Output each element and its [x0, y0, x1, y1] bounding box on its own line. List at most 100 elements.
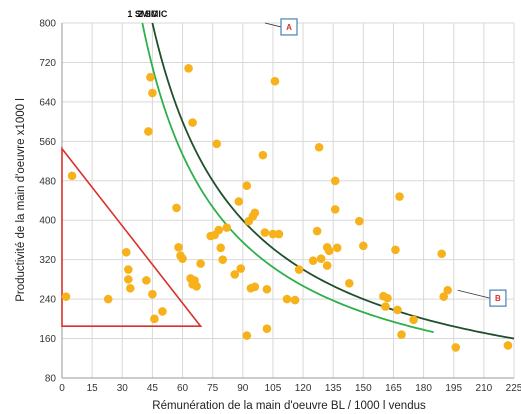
y-tick-label: 640 — [39, 97, 56, 108]
data-point — [123, 265, 133, 274]
data-point — [214, 225, 223, 235]
x-tick-label: 90 — [237, 383, 249, 394]
x-tick-label: 180 — [415, 383, 432, 394]
y-tick-label: 480 — [39, 176, 56, 187]
x-axis-title: Rémunération de la main d'oeuvre BL / 10… — [152, 400, 426, 412]
data-point — [192, 281, 201, 291]
data-point — [270, 76, 280, 86]
red-triangle — [61, 146, 203, 328]
data-point — [391, 245, 400, 255]
data-point — [126, 283, 135, 293]
x-tick-label: 0 — [59, 383, 65, 394]
x-tick-label: 15 — [87, 383, 99, 394]
data-point — [230, 270, 240, 279]
x-tick-label: 210 — [476, 383, 493, 394]
data-point — [146, 72, 155, 82]
data-point — [184, 64, 193, 73]
data-point — [148, 88, 157, 98]
data-point — [324, 246, 334, 256]
data-point — [148, 289, 157, 299]
data-point — [61, 292, 71, 301]
data-point — [121, 247, 131, 257]
data-point — [274, 229, 284, 239]
x-tick-label: 135 — [325, 383, 342, 394]
data-point — [314, 142, 324, 152]
grid-lines — [61, 22, 515, 379]
y-tick-label: 320 — [39, 255, 56, 266]
data-point — [437, 249, 446, 259]
data-point — [381, 302, 390, 311]
data-point — [262, 324, 272, 333]
tick-labels: 0 15 30 45 60 75 90 105 120 135 150 165 180 195 210 225… — [39, 19, 521, 395]
x-tick-label: 75 — [207, 383, 219, 394]
data-point — [409, 315, 418, 325]
y-tick-label: 160 — [39, 334, 56, 345]
y-tick-label: 800 — [39, 19, 56, 30]
data-point — [383, 293, 392, 303]
data-point — [258, 150, 268, 160]
data-point — [395, 192, 404, 201]
data-point — [282, 294, 292, 304]
data-point — [236, 264, 246, 273]
y-tick-label: 720 — [39, 58, 56, 69]
x-tick-label: 120 — [295, 383, 312, 394]
data-point — [308, 256, 318, 265]
data-point — [294, 265, 304, 274]
data-point — [359, 241, 368, 251]
curve-label: 2 SMIC — [137, 9, 168, 19]
data-point — [330, 205, 340, 214]
data-point — [290, 295, 300, 305]
data-point — [330, 176, 340, 186]
data-point — [212, 139, 221, 149]
marker-leader-line — [457, 289, 491, 299]
x-tick-label: 195 — [445, 383, 462, 394]
data-point — [188, 118, 197, 127]
y-tick-label: 240 — [39, 295, 56, 306]
data-point — [178, 254, 187, 263]
annotation-markers: AB — [264, 18, 507, 307]
x-tick-label: 45 — [147, 383, 159, 394]
y-axis-title: Productivité de la main d'oeuvre x1000 l — [15, 98, 27, 302]
data-point — [250, 208, 260, 218]
curve-label: 1 SMIC — [127, 9, 158, 19]
x-tick-label: 150 — [355, 383, 372, 394]
data-point — [218, 255, 228, 264]
data-point — [397, 330, 406, 339]
data-points — [61, 64, 513, 352]
data-point — [451, 343, 461, 352]
data-point — [312, 226, 322, 236]
data-point — [150, 314, 159, 324]
data-point — [216, 243, 226, 253]
data-point — [242, 331, 252, 340]
data-point — [268, 229, 278, 239]
data-point — [393, 305, 402, 315]
data-point — [344, 279, 354, 288]
data-point — [222, 223, 232, 232]
data-point — [103, 294, 113, 304]
data-point — [332, 243, 342, 253]
y-tick-label: 560 — [39, 137, 56, 148]
data-point — [172, 203, 181, 213]
data-point — [262, 284, 272, 294]
x-tick-label: 105 — [265, 383, 282, 394]
data-point — [142, 276, 151, 285]
data-point — [260, 228, 270, 237]
marker-box — [489, 289, 507, 307]
marker-box — [280, 18, 298, 36]
data-point — [234, 197, 244, 206]
data-point — [196, 259, 205, 268]
x-tick-label: 165 — [385, 383, 402, 394]
data-point — [439, 292, 448, 301]
data-point — [158, 307, 167, 316]
x-tick-label: 60 — [177, 383, 189, 394]
data-point — [316, 254, 326, 263]
x-tick-label: 225 — [506, 383, 521, 394]
data-point — [174, 243, 183, 252]
x-tick-label: 30 — [117, 383, 129, 394]
data-point — [443, 285, 453, 295]
data-point — [322, 261, 332, 270]
data-point — [123, 275, 133, 284]
data-point — [144, 127, 153, 136]
